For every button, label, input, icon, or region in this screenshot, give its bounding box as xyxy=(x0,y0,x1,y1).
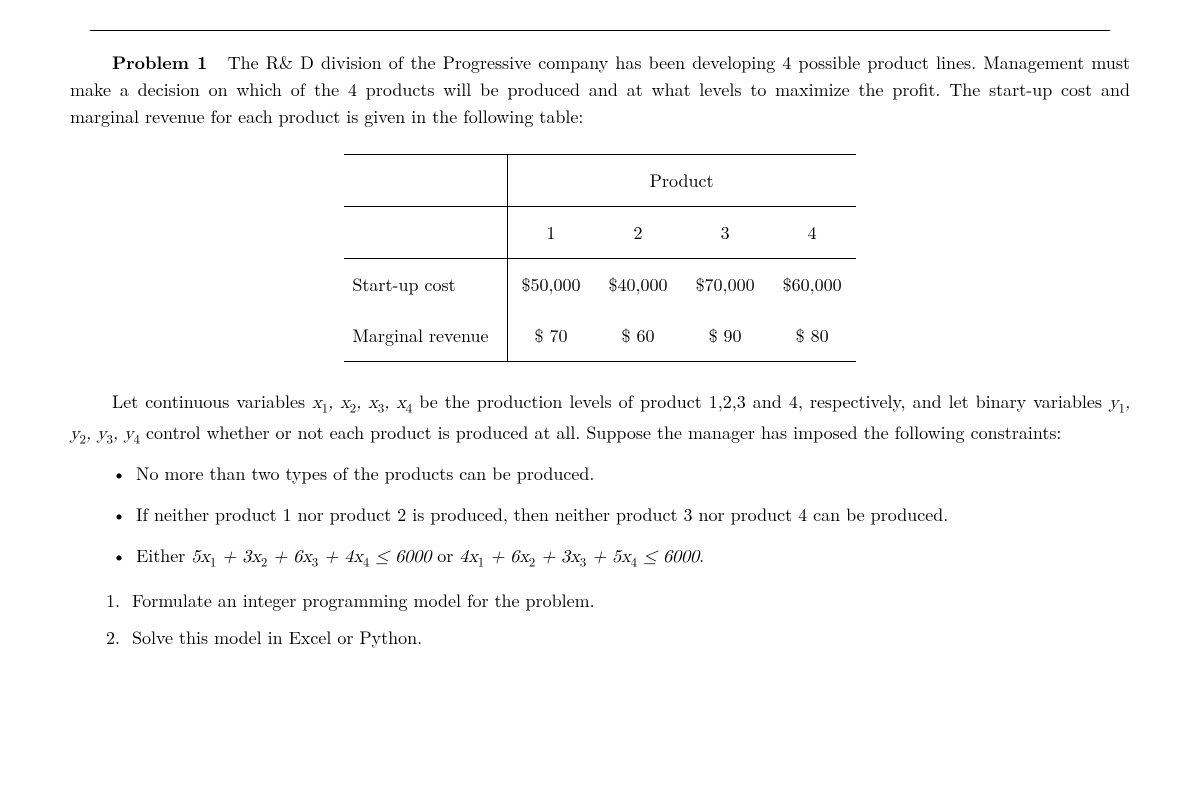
cell: $40,000 xyxy=(595,259,682,311)
table-group-header: Product xyxy=(507,155,856,207)
cell: $50,000 xyxy=(507,259,595,311)
variables-paragraph: Let continuous variables x1, x2, x3, x4 … xyxy=(70,388,1130,450)
vars-prefix: Let continuous variables xyxy=(112,389,312,414)
table-col-1: 1 xyxy=(507,207,595,259)
bullet-1: No more than two types of the products c… xyxy=(70,460,1130,487)
table-corner xyxy=(344,155,507,207)
vars-mid1: be the production levels of product 1,2,… xyxy=(412,389,1109,414)
bullet-3: Either 5x1 + 3x2 + 6x3 + 4x4 ≤ 6000 or 4… xyxy=(70,542,1130,573)
cell: $60,000 xyxy=(769,259,856,311)
inequality-1: 5x1 + 3x2 + 6x3 + 4x4 ≤ 6000 xyxy=(191,548,431,566)
b3-suffix: . xyxy=(699,543,704,568)
b3-mid: or xyxy=(431,543,459,568)
task-1: Formulate an integer programming model f… xyxy=(70,587,1130,614)
problem-intro: Problem 1 The R& D division of the Progr… xyxy=(70,49,1130,130)
problem-label: Problem 1 xyxy=(112,50,207,75)
table-col-4: 4 xyxy=(769,207,856,259)
table-row: Marginal revenue $ 70 $ 60 $ 90 $ 80 xyxy=(344,310,855,362)
product-table: Product 1 2 3 4 Start-up cost $50,000 $4… xyxy=(70,154,1130,362)
inequality-2: 4x1 + 6x2 + 3x3 + 5x4 ≤ 6000 xyxy=(459,548,699,566)
vars-mid2: control whether or not each product is p… xyxy=(140,420,1061,445)
row-label: Marginal revenue xyxy=(344,310,507,362)
cell: $ 90 xyxy=(682,310,769,362)
table-header-blank xyxy=(344,207,507,259)
problem-text: The R& D division of the Progressive com… xyxy=(70,50,1130,129)
table-col-2: 2 xyxy=(595,207,682,259)
table-row: Start-up cost $50,000 $40,000 $70,000 $6… xyxy=(344,259,855,311)
table-col-3: 3 xyxy=(682,207,769,259)
task-list: Formulate an integer programming model f… xyxy=(70,587,1130,651)
x-variables: x1, x2, x3, x4 xyxy=(312,394,412,412)
task-2: Solve this model in Excel or Python. xyxy=(70,624,1130,651)
top-rule xyxy=(90,30,1110,31)
bullet-2: If neither product 1 nor product 2 is pr… xyxy=(70,501,1130,528)
cell: $ 70 xyxy=(507,310,595,362)
cell: $70,000 xyxy=(682,259,769,311)
row-label: Start-up cost xyxy=(344,259,507,311)
b3-prefix: Either xyxy=(136,543,191,568)
cell: $ 60 xyxy=(595,310,682,362)
cell: $ 80 xyxy=(769,310,856,362)
constraint-list: No more than two types of the products c… xyxy=(70,460,1130,573)
